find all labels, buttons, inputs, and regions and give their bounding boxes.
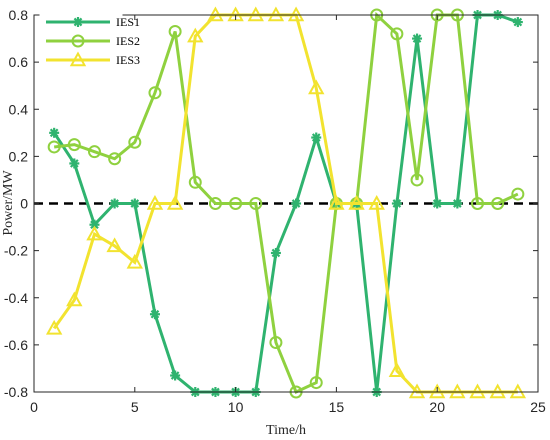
data-point-ies2 — [128, 135, 142, 149]
x-tick-label: 0 — [30, 399, 38, 415]
y-tick-label: -0.4 — [4, 290, 28, 306]
data-point-ies3 — [106, 237, 123, 253]
data-point-ies1 — [512, 17, 523, 28]
x-tick-label: 5 — [131, 399, 139, 415]
legend-item-ies1: IES1 — [46, 15, 140, 29]
y-axis-label: Power/MW — [1, 170, 16, 236]
data-point-ies2 — [471, 197, 485, 210]
legend-label-ies2: IES2 — [116, 34, 140, 48]
data-point-ies1 — [49, 127, 60, 138]
data-point-ies2 — [208, 197, 222, 210]
data-point-ies3 — [489, 383, 506, 399]
x-axis-label: Time/h — [266, 423, 306, 438]
data-point-ies2 — [67, 138, 81, 152]
legend-item-ies3: IES3 — [46, 51, 140, 67]
data-point-ies1 — [452, 198, 463, 209]
data-point-ies1 — [149, 309, 160, 320]
x-tick-label: 25 — [530, 399, 546, 415]
x-tick-label: 20 — [429, 399, 445, 415]
data-point-ies3 — [227, 6, 244, 22]
data-point-ies1 — [391, 198, 402, 209]
data-point-ies2 — [410, 173, 424, 187]
data-point-ies1 — [69, 158, 80, 169]
data-point-ies3 — [348, 194, 365, 210]
y-tick-label: 0.6 — [9, 54, 29, 70]
data-point-ies3 — [287, 6, 305, 22]
data-point-ies1 — [170, 370, 181, 381]
legend-label-ies3: IES3 — [116, 53, 140, 67]
y-tick-label: -0.8 — [4, 384, 28, 400]
data-point-ies1 — [412, 33, 423, 44]
data-point-ies2 — [108, 152, 122, 166]
data-point-ies2 — [511, 187, 525, 201]
legend-label-ies1: IES1 — [116, 15, 140, 29]
data-point-ies2 — [168, 24, 182, 38]
x-tick-label: 15 — [329, 399, 345, 415]
data-point-ies2 — [188, 175, 202, 189]
data-point-ies1 — [109, 198, 120, 209]
data-point-ies3 — [388, 362, 406, 377]
y-tick-label: 0.2 — [9, 148, 29, 164]
data-point-ies3 — [429, 383, 446, 399]
data-point-ies3 — [408, 383, 426, 399]
data-point-ies3 — [66, 291, 83, 307]
legend-marker-ies1 — [73, 17, 83, 27]
data-point-ies3 — [45, 319, 63, 335]
data-point-ies3 — [308, 79, 325, 95]
data-point-ies3 — [187, 27, 204, 43]
data-point-ies2 — [269, 336, 283, 350]
legend-item-ies2: IES2 — [46, 34, 140, 48]
series-ies1 — [49, 10, 523, 397]
y-tick-label: -0.2 — [4, 243, 28, 259]
data-point-ies3 — [166, 194, 184, 210]
data-point-ies3 — [368, 194, 385, 210]
data-point-ies3 — [469, 383, 486, 399]
data-point-ies2 — [390, 27, 404, 41]
y-tick-label: 0.8 — [9, 7, 29, 23]
data-point-ies2 — [148, 86, 162, 100]
data-point-ies2 — [491, 197, 505, 210]
data-point-ies2 — [229, 197, 243, 210]
data-point-ies1 — [311, 132, 322, 143]
legend-marker-ies3 — [69, 51, 87, 67]
data-point-ies3 — [267, 6, 285, 22]
data-point-ies1 — [270, 247, 281, 258]
data-point-ies3 — [449, 383, 466, 399]
legend-marker-ies2 — [71, 34, 85, 48]
data-point-ies1 — [291, 198, 302, 209]
y-tick-label: 0 — [20, 196, 28, 212]
legend: IES1 IES2 IES3 — [39, 6, 140, 68]
data-point-ies2 — [87, 145, 101, 159]
data-point-ies3 — [207, 6, 224, 22]
data-point-ies1 — [432, 198, 443, 209]
data-point-ies3 — [146, 194, 164, 210]
data-point-ies2 — [47, 140, 61, 154]
data-point-ies2 — [249, 197, 263, 210]
data-point-ies3 — [126, 253, 143, 269]
y-tick-label: -0.6 — [4, 337, 28, 353]
y-tick-label: 0.4 — [9, 101, 29, 117]
x-tick-label: 10 — [228, 399, 244, 415]
data-point-ies1 — [129, 198, 140, 209]
data-point-ies3 — [86, 225, 103, 241]
data-point-ies3 — [247, 6, 264, 22]
data-point-ies3 — [328, 194, 345, 210]
data-point-ies3 — [509, 383, 527, 399]
data-point-ies2 — [309, 376, 323, 390]
